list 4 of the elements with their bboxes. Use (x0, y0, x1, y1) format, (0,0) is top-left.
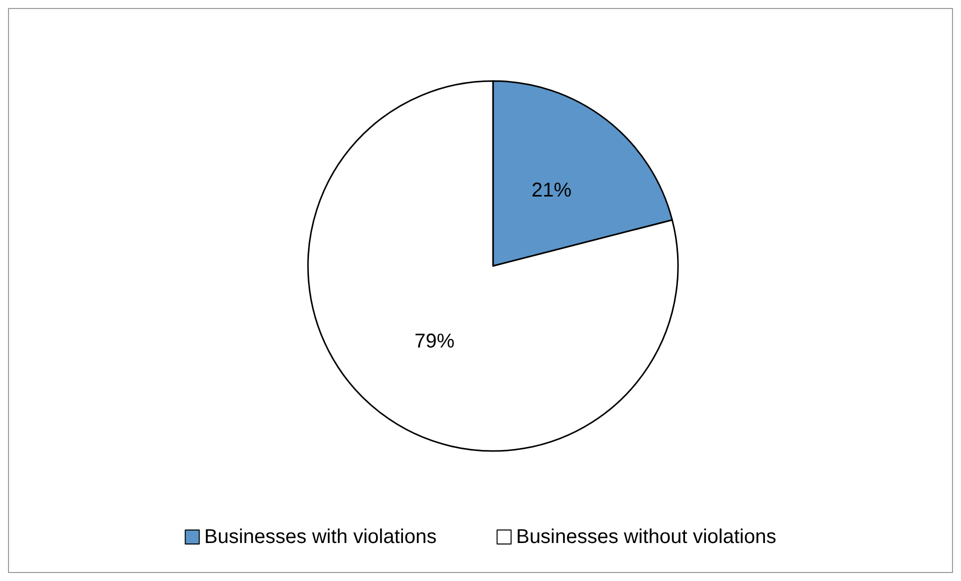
data-label: 21% (532, 180, 572, 202)
data-label: 79% (414, 330, 455, 352)
legend-label: Businesses without violations (516, 526, 776, 548)
legend-label: Businesses with violations (204, 526, 437, 548)
